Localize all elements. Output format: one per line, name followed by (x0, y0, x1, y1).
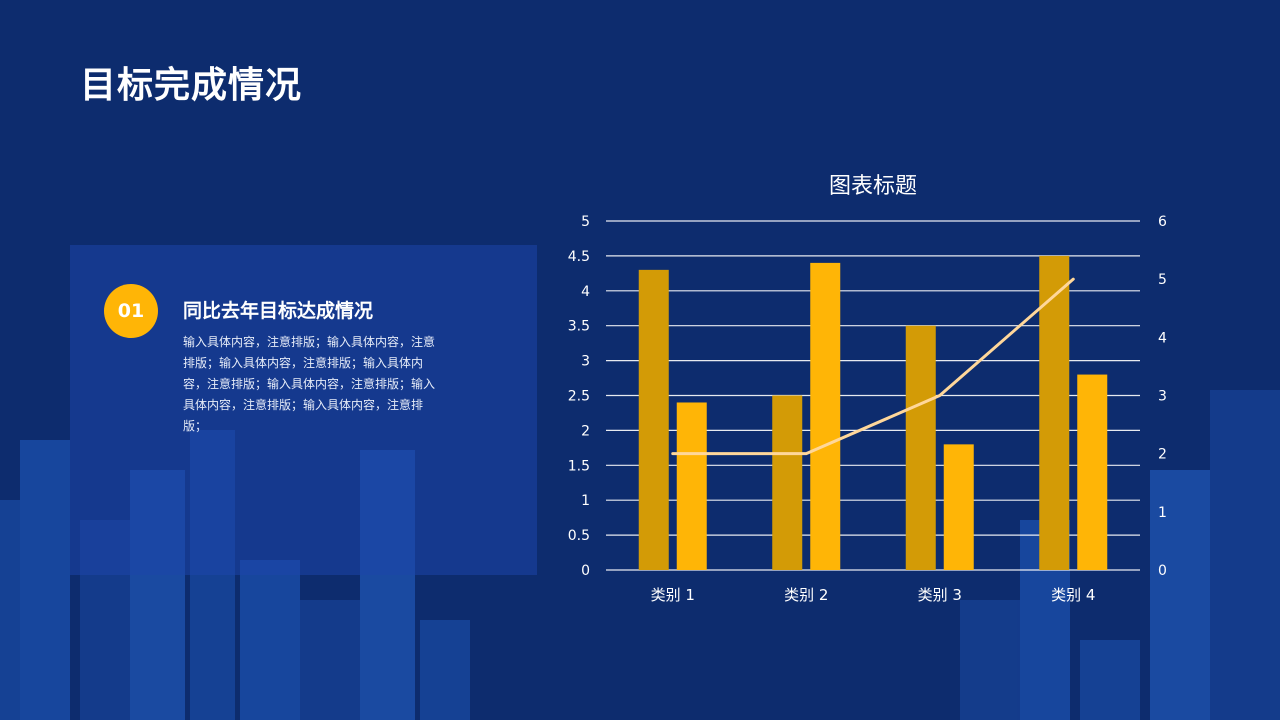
y-right-tick-label: 3 (1158, 389, 1167, 405)
y-right-tick-label: 5 (1158, 272, 1167, 288)
bar (905, 325, 936, 570)
bar (943, 444, 974, 570)
y-right-tick-label: 6 (1158, 214, 1167, 230)
page-title: 目标完成情况 (80, 65, 303, 106)
y-left-tick-label: 1 (581, 493, 590, 509)
y-left-tick-label: 2.5 (568, 389, 590, 405)
y-left-tick-label: 4.5 (568, 249, 590, 265)
number-badge: 01 (104, 284, 158, 338)
bar (772, 395, 803, 570)
y-left-tick-label: 3 (581, 354, 590, 370)
x-tick-label: 类别 3 (918, 586, 962, 604)
y-left-tick-label: 0.5 (568, 528, 590, 544)
bar (1077, 374, 1108, 570)
line-series (671, 277, 1075, 456)
y-right-tick-label: 2 (1158, 447, 1167, 463)
bar (810, 262, 841, 570)
x-tick-label: 类别 2 (784, 586, 828, 604)
bar (638, 269, 669, 570)
card-body-text: 输入具体内容，注意排版；输入具体内容，注意排版；输入具体内容，注意排版；输入具体… (183, 335, 436, 433)
x-tick-label: 类别 1 (651, 586, 695, 604)
y-left-tick-label: 4 (581, 284, 590, 300)
chart-title: 图表标题 (829, 174, 917, 199)
y-left-tick-label: 2 (581, 423, 590, 439)
y-left-tick-label: 1.5 (568, 458, 590, 474)
y-left-tick-label: 3.5 (568, 319, 590, 335)
bar (1039, 255, 1070, 570)
y-right-tick-label: 0 (1158, 563, 1167, 579)
y-left-tick-label: 5 (581, 214, 590, 230)
y-left-tick-label: 0 (581, 563, 590, 579)
y-right-tick-label: 4 (1158, 330, 1167, 346)
bar (676, 402, 707, 570)
combo-chart: 图表标题 0 0.5 1 1.5 2 2.5 3 3.5 4 4.5 5 0 1 2 3 4 5 6 类别 1 类别 2… (568, 174, 1167, 604)
card-heading: 同比去年目标达成情况 (183, 300, 374, 322)
y-right-tick-label: 1 (1158, 505, 1167, 521)
x-tick-label: 类别 4 (1051, 586, 1095, 604)
